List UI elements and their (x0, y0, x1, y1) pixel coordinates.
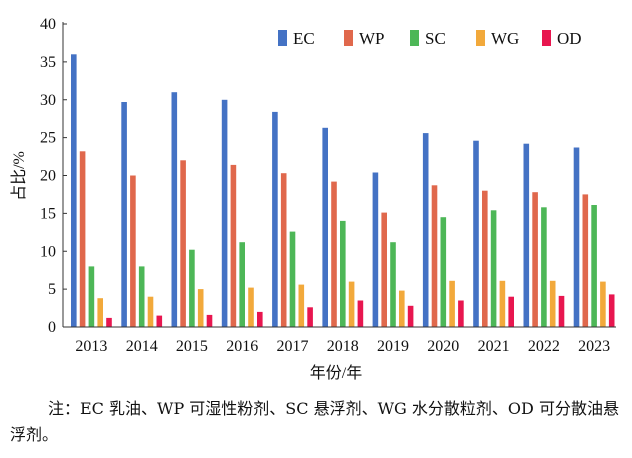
bar-od-2022 (558, 295, 565, 327)
bar-sc-2021 (490, 210, 497, 327)
y-axis-label: 占比/% (10, 151, 28, 201)
bar-wg-2017 (298, 284, 305, 327)
footnote: 注：EC 乳油、WP 可湿性粉剂、SC 悬浮剂、WG 水分散粒剂、OD 可分散油… (10, 399, 619, 444)
legend-swatch-od (542, 30, 551, 46)
bar-od-2019 (407, 305, 414, 327)
y-tick-label: 15 (40, 205, 56, 222)
bar-ec-2018 (322, 127, 328, 327)
bar-wg-2016 (248, 287, 254, 327)
bar-sc-2018 (340, 220, 346, 327)
bar-ec-2020 (422, 133, 429, 327)
legend-swatch-sc (410, 30, 419, 46)
x-tick-label: 2019 (377, 338, 409, 355)
x-axis-label: 年份/年 (310, 364, 362, 382)
x-tick-label: 2021 (478, 338, 510, 355)
bar-wg-2020 (449, 280, 455, 327)
bar-sc-2013 (88, 266, 95, 327)
bar-wg-2014 (147, 296, 154, 327)
bar-wp-2013 (79, 151, 86, 327)
bar-wg-2022 (549, 280, 556, 327)
bar-od-2014 (156, 315, 163, 327)
bar-od-2013 (106, 317, 112, 327)
bar-od-2023 (608, 294, 615, 327)
bar-wg-2013 (97, 298, 103, 327)
bar-sc-2020 (440, 217, 447, 327)
bar-od-2020 (458, 300, 464, 327)
legend-label-wg: WG (491, 29, 519, 48)
legend-swatch-wg (476, 30, 485, 46)
y-tick-label: 30 (40, 92, 56, 109)
bar-sc-2014 (138, 266, 145, 327)
bar-wp-2019 (381, 212, 387, 327)
legend-label-sc: SC (425, 29, 446, 48)
bar-od-2016 (257, 311, 263, 327)
bar-sc-2023 (591, 205, 597, 327)
bar-wg-2023 (600, 281, 606, 327)
x-tick-label: 2023 (578, 338, 610, 355)
y-tick-label: 35 (40, 54, 56, 71)
bar-ec-2021 (473, 140, 479, 327)
x-tick-label: 2022 (528, 338, 560, 355)
bar-od-2017 (307, 307, 313, 327)
bar-wp-2017 (280, 173, 287, 327)
y-tick-label: 10 (40, 243, 56, 260)
bar-od-2018 (357, 300, 364, 327)
legend: EC WP SC WG OD (278, 29, 582, 48)
y-tick-label: 25 (40, 130, 56, 147)
axes (62, 22, 616, 328)
bar-ec-2015 (171, 92, 178, 327)
y-tick-label: 0 (48, 319, 56, 336)
bars (71, 54, 615, 328)
bar-wg-2019 (399, 290, 405, 327)
bar-sc-2019 (390, 242, 396, 327)
y-tick-label: 40 (40, 16, 56, 33)
legend-label-ec: EC (293, 29, 315, 48)
x-tick-label: 2014 (126, 338, 158, 355)
bar-chart: 0 5 10 15 20 25 30 35 40 2013 2014 2015 2016 2017 2018… (10, 16, 616, 382)
bar-ec-2013 (71, 54, 77, 328)
bar-wp-2023 (582, 194, 589, 327)
x-tick-label: 2018 (327, 338, 359, 355)
axis-ticks (63, 23, 67, 328)
legend-label-wp: WP (359, 29, 385, 48)
bar-od-2015 (206, 314, 213, 327)
legend-swatch-wp (344, 30, 353, 46)
bar-wp-2018 (331, 181, 337, 327)
bar-wp-2015 (180, 160, 186, 327)
bar-wg-2018 (348, 281, 355, 327)
bar-wp-2016 (230, 164, 237, 327)
bar-sc-2016 (239, 242, 245, 327)
bar-ec-2023 (573, 147, 580, 327)
x-tick-label: 2017 (277, 338, 309, 355)
bar-wp-2022 (532, 192, 538, 327)
bar-ec-2022 (523, 143, 530, 327)
bar-ec-2017 (272, 111, 278, 328)
bar-sc-2017 (289, 231, 296, 327)
bar-wp-2021 (482, 190, 488, 327)
y-tick-label: 20 (40, 168, 56, 185)
tick-labels: 0 5 10 15 20 25 30 35 40 2013 2014 2015 2016 2017 2018… (40, 16, 610, 355)
bar-ec-2019 (372, 172, 379, 327)
x-tick-label: 2020 (427, 338, 459, 355)
bar-wg-2021 (499, 280, 506, 327)
bar-wg-2015 (197, 289, 204, 327)
bar-wp-2020 (431, 185, 438, 327)
legend-label-od: OD (557, 29, 582, 48)
y-tick-label: 5 (48, 281, 56, 298)
bar-ec-2016 (221, 99, 228, 328)
bar-sc-2022 (541, 207, 547, 327)
bar-sc-2015 (189, 249, 195, 327)
x-tick-label: 2016 (226, 338, 258, 355)
x-tick-label: 2015 (176, 338, 208, 355)
bar-ec-2014 (121, 102, 127, 327)
bar-wp-2014 (130, 175, 136, 327)
x-tick-label: 2013 (75, 338, 107, 355)
bar-od-2021 (508, 296, 514, 327)
legend-swatch-ec (278, 30, 287, 46)
